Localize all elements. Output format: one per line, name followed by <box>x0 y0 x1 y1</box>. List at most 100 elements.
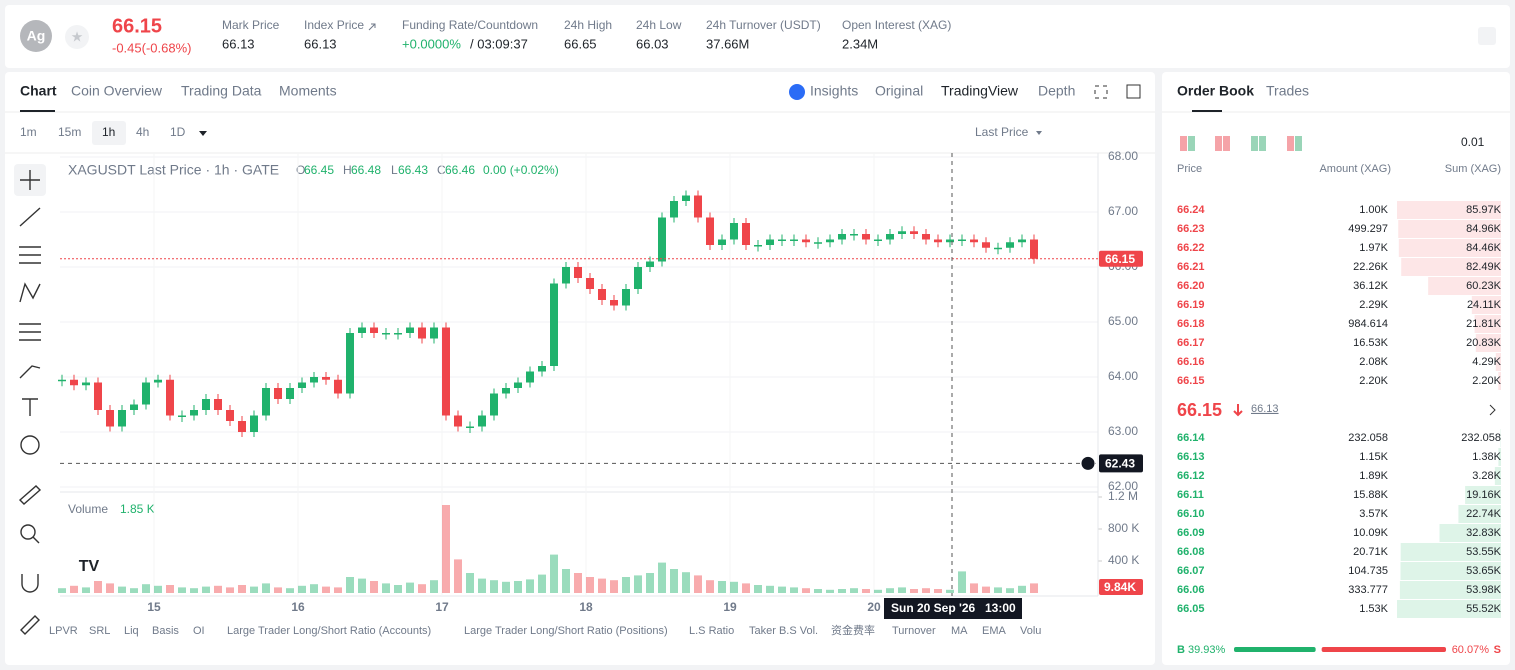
ob-amount: 1.89K <box>1359 470 1388 482</box>
ob-price: 66.11 <box>1177 489 1204 501</box>
depth-bar <box>1494 467 1501 485</box>
price-change: -0.45(-0.68%) <box>112 40 191 55</box>
depth-bar <box>1495 353 1501 371</box>
drawing-tools[interactable] <box>18 170 42 635</box>
chart-card <box>5 72 1155 665</box>
stat-value: +0.0000% <box>402 36 461 51</box>
ob-price: 66.06 <box>1177 584 1205 596</box>
indicator[interactable]: Large Trader Long/Short Ratio (Positions… <box>464 625 668 637</box>
candle-body <box>514 382 522 388</box>
volume-bar <box>238 585 246 593</box>
indicator[interactable]: Volu <box>1020 625 1041 637</box>
sell-ratio: 60.07% <box>1452 644 1490 656</box>
candle-body <box>682 195 690 201</box>
candle-body <box>106 410 114 427</box>
indicator[interactable]: EMA <box>982 625 1007 637</box>
volume-bar <box>958 571 966 593</box>
interval[interactable]: 1D <box>170 125 186 139</box>
indicator[interactable]: SRL <box>89 625 110 637</box>
candle-body <box>850 234 858 236</box>
last-price: 66.15 <box>112 15 162 37</box>
chart-tab[interactable]: Moments <box>279 83 337 99</box>
volume-last-box <box>1099 579 1143 595</box>
ob-view-icon[interactable] <box>1180 136 1187 151</box>
ob-sum: 19.16K <box>1466 489 1502 501</box>
ob-amount: 1.97K <box>1359 242 1388 254</box>
tab-underline <box>20 110 55 112</box>
ohlc-value: 66.45 <box>304 163 334 177</box>
candle-body <box>814 242 822 244</box>
precision[interactable]: 0.01 <box>1461 135 1485 149</box>
volume-bar <box>1006 588 1014 593</box>
ob-amount: 3.57K <box>1359 508 1388 520</box>
volume-bar <box>262 583 270 593</box>
chart-tab[interactable]: Coin Overview <box>71 83 163 99</box>
indicator[interactable]: MA <box>951 625 968 637</box>
volume-bar <box>742 583 750 593</box>
depth-bar <box>1465 486 1501 504</box>
view-tab[interactable]: TradingView <box>941 83 1019 99</box>
ob-view-icon[interactable] <box>1295 136 1302 151</box>
chart-tab[interactable]: Chart <box>20 83 57 99</box>
volume-bar <box>730 581 738 593</box>
indicator[interactable]: Taker B.S Vol. <box>749 625 818 637</box>
ob-tab[interactable]: Order Book <box>1177 83 1254 99</box>
ohlc-value: 66.48 <box>351 163 381 177</box>
ob-view-icon[interactable] <box>1223 136 1230 151</box>
interval[interactable]: 4h <box>136 125 149 139</box>
volume-bar <box>298 585 306 593</box>
chart-tab[interactable]: Trading Data <box>181 83 262 99</box>
ob-amount: 20.71K <box>1353 546 1389 558</box>
candle-body <box>802 239 810 243</box>
ohlc-value: 66.46 <box>445 163 475 177</box>
favorite[interactable] <box>65 25 89 49</box>
ob-view-icon[interactable] <box>1215 136 1222 151</box>
ob-sum: 232.058 <box>1461 432 1501 444</box>
indicator[interactable]: 资金费率 <box>831 623 875 637</box>
ob-view-icon[interactable] <box>1259 136 1266 151</box>
depth-bar <box>1397 201 1501 219</box>
ob-view-icon[interactable] <box>1251 136 1258 151</box>
ob-tab[interactable]: Trades <box>1266 83 1309 99</box>
view-tab[interactable]: Original <box>875 83 923 99</box>
interval[interactable]: 1h <box>102 125 115 139</box>
candle-body <box>310 377 318 383</box>
x-tick-label: 16 <box>291 600 305 614</box>
interval[interactable]: 1m <box>20 125 37 139</box>
expand-icon[interactable] <box>1094 85 1108 99</box>
stat-label: 24h High <box>564 18 612 32</box>
volume-bar <box>310 584 318 593</box>
insights-icon[interactable] <box>789 84 805 100</box>
layout-icon[interactable] <box>1478 27 1496 45</box>
interval[interactable]: 15m <box>58 125 81 139</box>
indicator[interactable]: Large Trader Long/Short Ratio (Accounts) <box>227 625 431 637</box>
ob-view-icon[interactable] <box>1287 136 1294 151</box>
ob-view-icon[interactable] <box>1188 136 1195 151</box>
chevron[interactable] <box>1489 404 1496 416</box>
tab-underline <box>1192 110 1222 112</box>
indicator[interactable]: Liq <box>124 625 139 637</box>
add-alert[interactable] <box>1080 455 1096 471</box>
indicator[interactable]: OI <box>193 625 205 637</box>
volume-bar <box>154 585 162 593</box>
volume-bar <box>430 580 438 593</box>
price-source[interactable]: Last Price <box>975 125 1029 139</box>
indicator[interactable]: L.S Ratio <box>689 625 734 637</box>
legend-title: XAGUSDT Last Price · 1h · GATE <box>68 162 279 178</box>
legend-change: 0.00 (+0.02%) <box>483 163 559 177</box>
candle-body <box>358 327 366 333</box>
volume-bar <box>130 588 138 593</box>
candle-body <box>766 239 774 245</box>
candle-body <box>958 239 966 241</box>
view-tab[interactable]: Depth <box>1038 83 1075 99</box>
indicator[interactable]: LPVR <box>49 625 78 637</box>
indicator[interactable]: Turnover <box>892 625 936 637</box>
star-icon[interactable]: ★ <box>71 29 84 45</box>
volume-bar <box>286 588 294 593</box>
view-tab[interactable]: Insights <box>810 83 858 99</box>
ob-sum: 55.52K <box>1466 603 1502 615</box>
candle-body <box>274 388 282 399</box>
indicator[interactable]: Basis <box>152 625 179 637</box>
volume-bar <box>622 577 630 593</box>
window-icon[interactable] <box>1126 84 1141 99</box>
